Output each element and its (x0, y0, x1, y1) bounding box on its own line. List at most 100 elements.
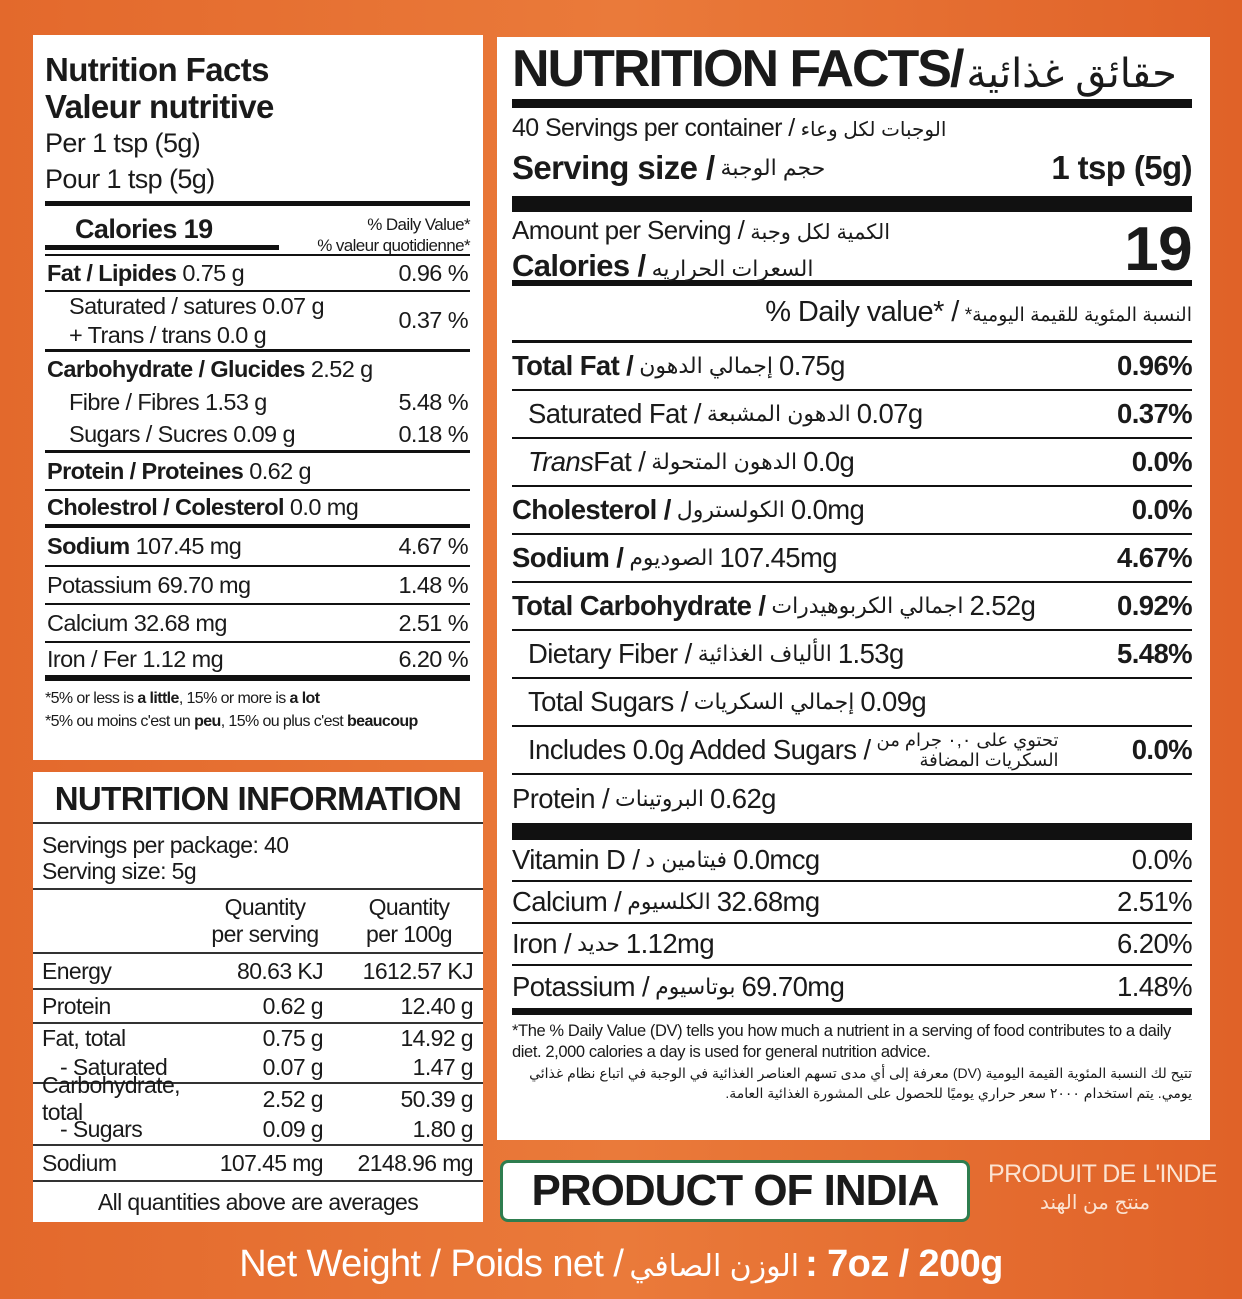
daily-value: 0.96 % (398, 259, 468, 286)
mineral-amount: 1.12mg (625, 928, 715, 959)
nutrient-label: Potassium (47, 571, 152, 598)
footnote-part: peu (194, 713, 221, 730)
daily-value: 6.20% (1117, 928, 1193, 959)
daily-value: 6.20 % (398, 645, 468, 672)
dv-header-row: % Daily value* / النسبة المئوية للقيمة ال… (512, 286, 1193, 343)
nutrient-row: Saturated Fat / الدهون المشبعة 0.07g 0.37% (512, 391, 1193, 439)
servings: Servings per package: 40 (42, 832, 289, 858)
calories-label: Calories 19 (45, 206, 279, 250)
dv-header: % Daily Value* % valeur quotidienne* (317, 206, 470, 255)
rows: Total Fat / إجمالي الدهون 0.75g 0.96% Satura… (512, 343, 1193, 823)
dv-header-fr: % valeur quotidienne* (317, 236, 470, 255)
mineral-row: Vitamin D / فيتامين د 0.0mcg 0.0% (512, 840, 1193, 882)
per-100g: 1.47 g (412, 1053, 474, 1080)
footnote-fr: *5% ou moins c'est un peu, 15% ou plus c… (45, 710, 471, 733)
thick-bar (512, 823, 1192, 840)
nutrient-amount: 0.09 g (233, 421, 295, 447)
info-row: Sodium 107.45 mg 2148.96 mg (33, 1146, 483, 1182)
nutrient-row: Cholesterol / الكولسترول 0.0mg 0.0% (512, 487, 1193, 535)
daily-value: 5.48 % (398, 389, 468, 415)
nutrient-amount: 0.0 g (216, 321, 267, 348)
info-label: Sodium (42, 1149, 117, 1176)
net-weight-value: : 7oz / 200g (805, 1243, 1003, 1285)
dv-header-ar: النسبة المئوية للقيمة اليومية* (964, 305, 1193, 326)
info-row: Fat, total 0.75 g 14.92 g (33, 1024, 483, 1052)
footnote-ar: تتيح لك النسبة المئوية القيمة اليومية (D… (529, 1065, 1192, 1101)
nutrient-amount: 0.0g (803, 446, 855, 477)
footnote-part: , 15% ou plus c'est (220, 713, 347, 730)
nutrient-amount: 107.45 mg (135, 533, 242, 559)
daily-value: 1.48 % (398, 571, 468, 598)
column-header: Quantity per serving (185, 894, 345, 948)
per-fr: Pour 1 tsp (5g) (45, 164, 215, 194)
nutrient-ar: الدهون المشبعة (706, 401, 851, 426)
mineral-row: Calcium / الكلسيوم 32.68mg 2.51% (512, 882, 1193, 924)
daily-value: 0.18 % (398, 421, 468, 447)
daily-value: 0.0% (1131, 446, 1193, 477)
nutrient: Cholestrol / Colesterol 0.0 mg (47, 493, 470, 522)
nutrient-amount: 1.53 g (205, 389, 267, 415)
info-row: - Saturated 0.07 g 1.47 g (33, 1052, 483, 1084)
nutrient: Calcium 32.68 mg (47, 609, 398, 638)
per-100g: 2148.96 mg (357, 1149, 474, 1176)
nutrient-amount: 2.52 g (310, 355, 373, 382)
mineral-ar: الكلسيوم (627, 889, 711, 914)
nutrient-line: Iron / Fer 1.12 mg (47, 645, 398, 674)
nutrient-ar: تحتوي على ٠,٠ جرام من السكريات المضافة (877, 730, 1060, 770)
title-fr: Valeur nutritive (45, 88, 274, 125)
servings-ar: الوجبات لكل وعاء (800, 119, 947, 141)
calories-row: Calories / السعرات الحراريه (512, 250, 1192, 284)
calories-ar: السعرات الحراريه (651, 256, 815, 281)
title: NUTRITION FACTS/ (512, 40, 964, 98)
nutrient-label: Total Fat / (512, 350, 634, 381)
nutrient-row: Fat / Lipides 0.75 g 0.96 % (45, 256, 470, 292)
mineral-row: Iron / حديد 1.12mg 6.20% (512, 924, 1193, 966)
amount-ar: الكمية لكل وجبة (750, 221, 891, 244)
nutrient-ar-line: السكريات المضافة (919, 750, 1059, 770)
thick-bar (512, 1008, 1192, 1015)
nutrient-amount: 0.07g (856, 398, 923, 429)
nutrient-row: Includes 0.0g Added Sugars / تحتوي على ٠,… (512, 727, 1193, 775)
mineral-label: Potassium / (512, 971, 650, 1002)
serving-size-ar: حجم الوجبة (720, 155, 826, 180)
nutrient-label: + Trans / trans (69, 321, 211, 348)
nutrient-line: Protein / Proteines 0.62 g (47, 457, 470, 486)
mineral-label: Vitamin D / (512, 844, 640, 875)
nutrient-amount: 0.62 g (249, 457, 311, 484)
nutrient: Sugars / Sucres 0.09 g (69, 420, 398, 449)
dv-header: % Daily value* / (765, 296, 959, 328)
per-100g: 50.39 g (400, 1085, 473, 1112)
mineral-ar: حديد (577, 931, 620, 956)
per-100g: 14.92 g (400, 1024, 473, 1051)
nutrient-label: Carbohydrate / Glucides (47, 355, 305, 382)
daily-value: 2.51% (1117, 886, 1193, 917)
daily-value: 1.48% (1117, 971, 1193, 1002)
nutrient-label: Iron / Fer (47, 645, 137, 672)
footnote-part: a little (137, 690, 179, 707)
nutrient-line: Carbohydrate / Glucides 2.52 g (47, 355, 470, 384)
footnote-part: *5% ou moins c'est un (45, 713, 195, 730)
nutrient-amount: 0.0mg (790, 494, 865, 525)
per-100g: 1612.57 KJ (362, 957, 474, 984)
nutrient-line: Fat / Lipides 0.75 g (47, 259, 398, 288)
column-header-line: per 100g (366, 921, 453, 947)
nutrient-row: Sugars / Sucres 0.09 g 0.18 % (45, 419, 470, 453)
daily-value: 2.51 % (398, 609, 468, 636)
nutrition-facts-arabic: NUTRITION FACTS/ حقائق غذائية 40 Serving… (497, 37, 1210, 1140)
nutrient-label: Fat / Lipides (47, 259, 177, 286)
nutrition-information: NUTRITION INFORMATION Servings per packa… (33, 772, 483, 1222)
nutrient-amount: 69.70 mg (157, 571, 251, 598)
dv-header-en: % Daily Value* (367, 215, 470, 234)
nutrient-label: Fibre / Fibres (69, 389, 200, 415)
serving-size: Serving size: 5g (33, 858, 483, 890)
amount-label: Amount per Serving / (512, 215, 745, 245)
nutrient-label: Total Sugars / (528, 686, 688, 717)
nutrient-line: Saturated / satures 0.07 g (69, 292, 398, 321)
title: Nutrition Facts (45, 51, 269, 88)
per-serving: 107.45 mg (219, 1149, 324, 1176)
nutrient-row: Fibre / Fibres 1.53 g 5.48 % (45, 386, 470, 419)
nutrient: Sodium 107.45 mg (47, 532, 398, 561)
daily-value: 0.0% (1131, 734, 1193, 765)
footnote-en: *5% or less is a little, 15% or more is … (45, 687, 471, 710)
